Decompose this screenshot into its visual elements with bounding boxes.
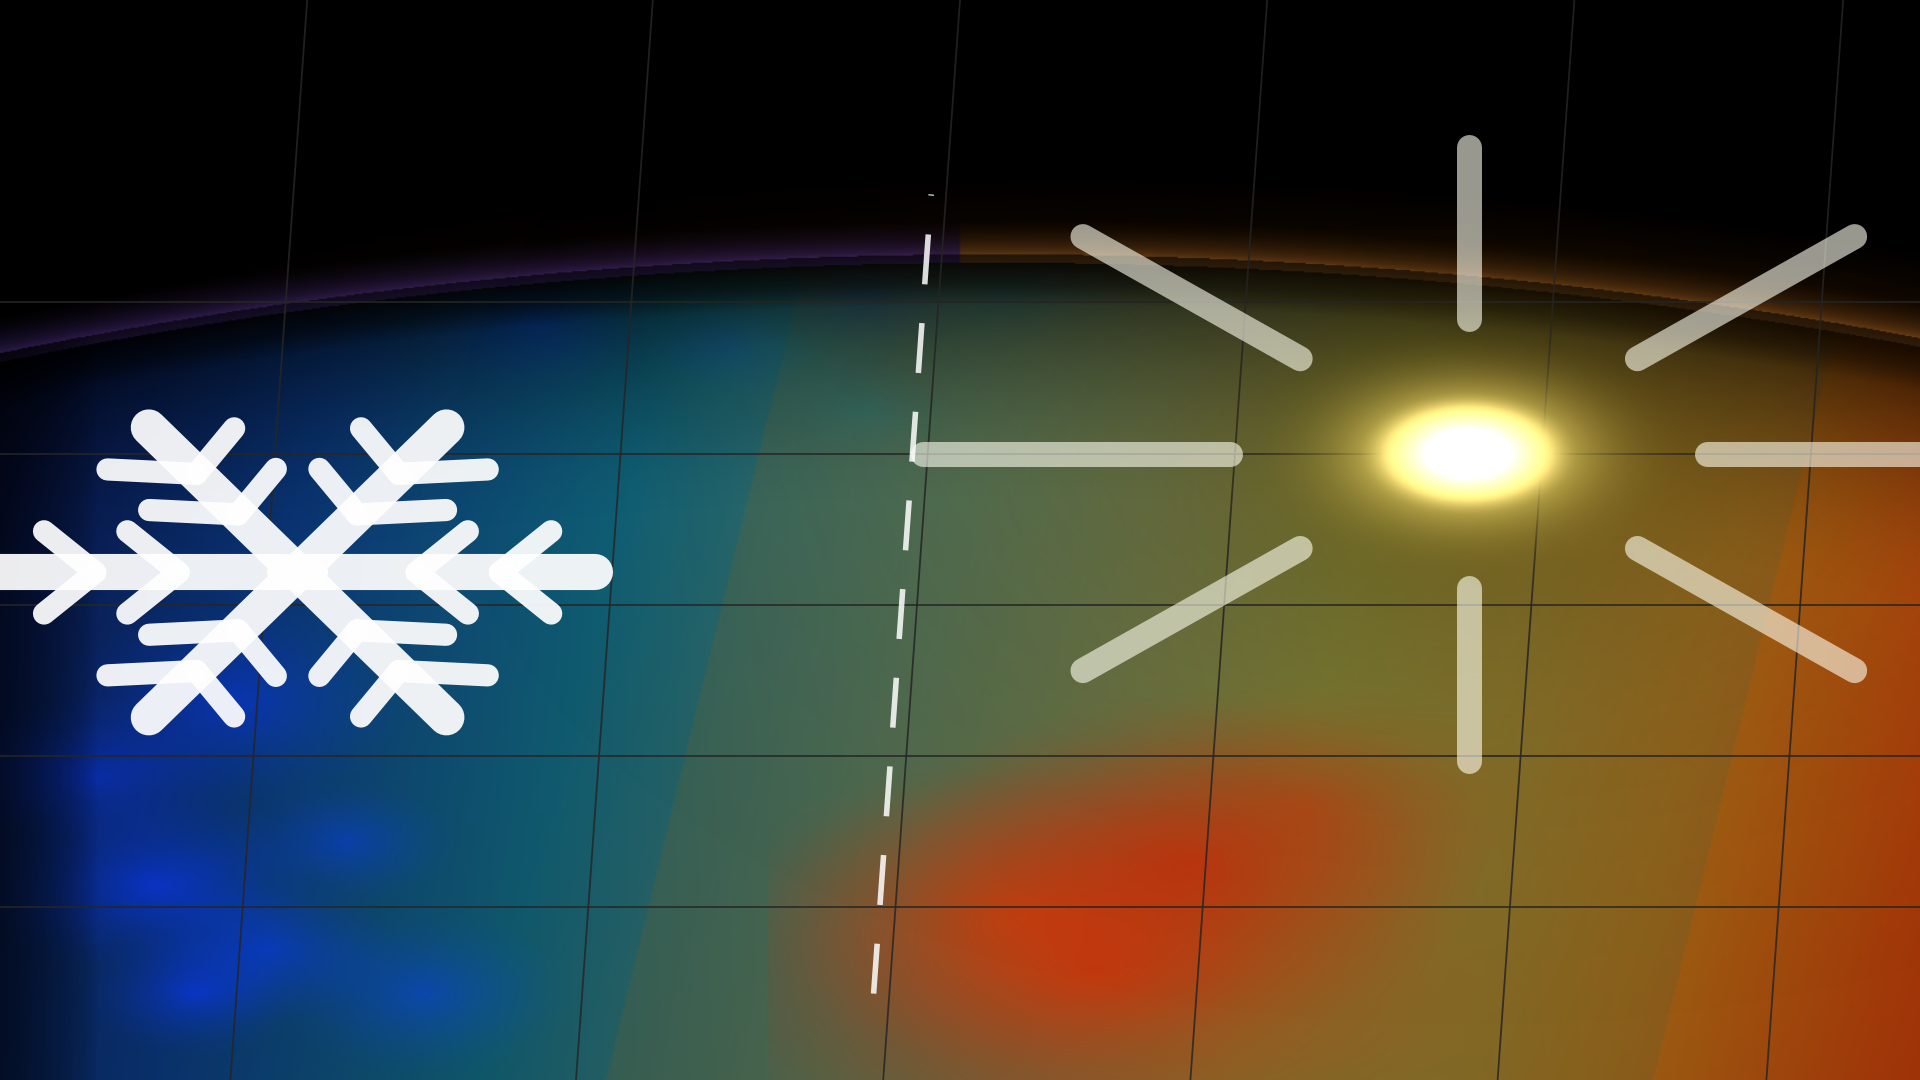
Circle shape — [269, 556, 326, 590]
